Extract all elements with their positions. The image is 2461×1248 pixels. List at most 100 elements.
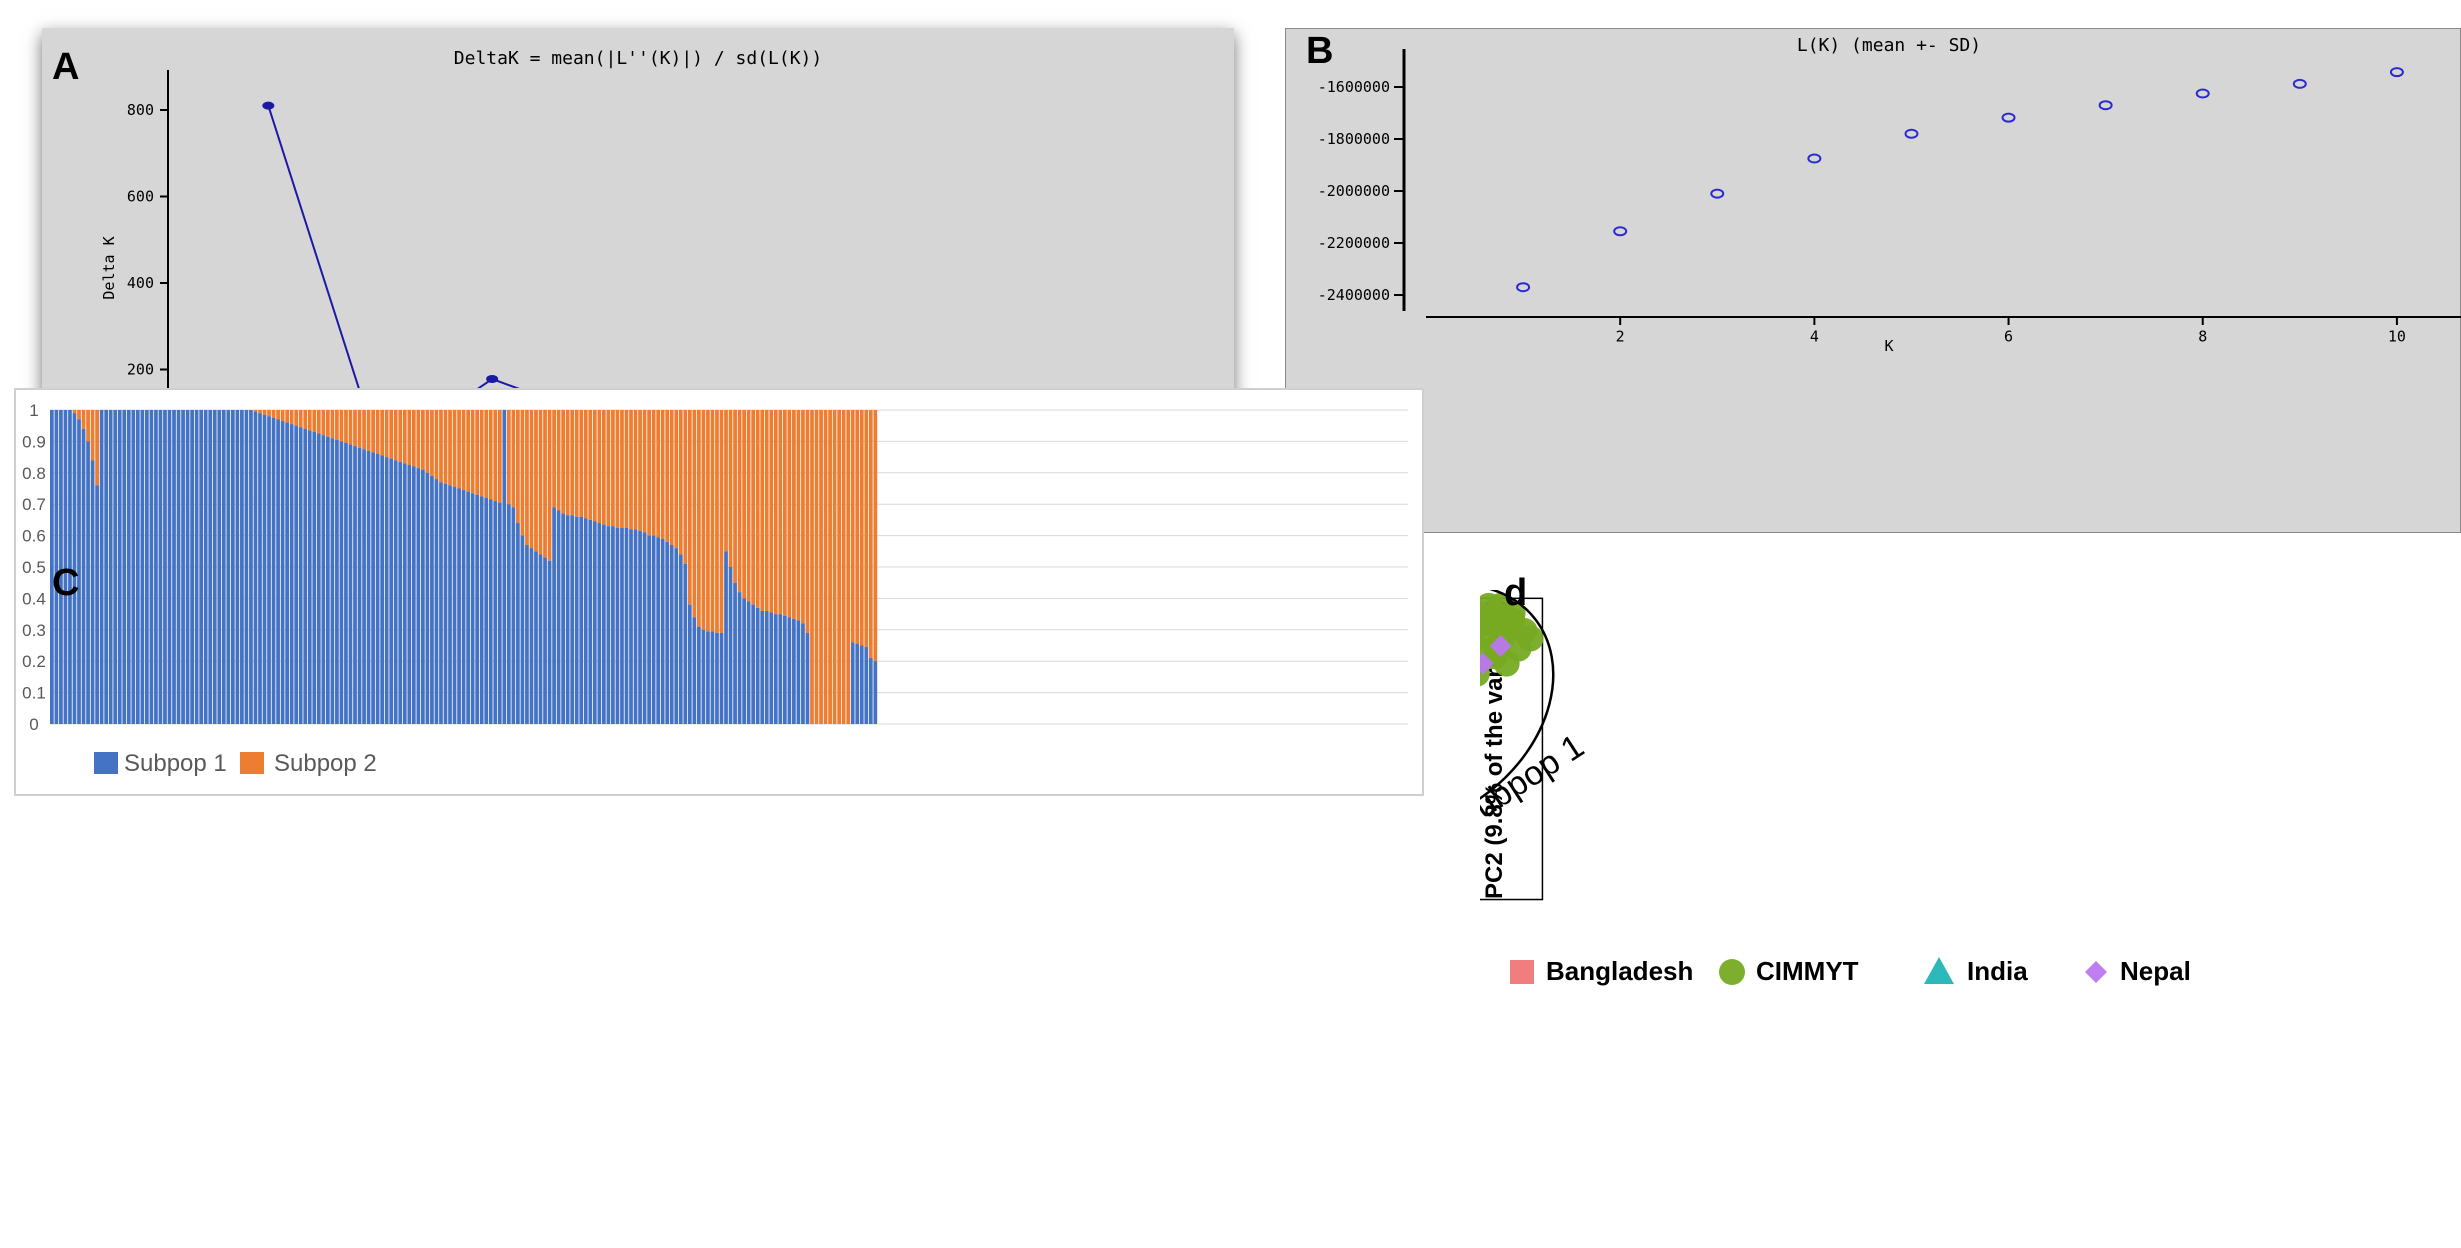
bar-subpop2	[344, 410, 348, 443]
bar-subpop1	[470, 493, 475, 724]
bar-subpop2	[651, 410, 656, 536]
bar-subpop1	[778, 614, 783, 724]
chart-title: L(K) (mean +- SD)	[1797, 35, 1981, 56]
x-tick-label: 6	[2004, 328, 2013, 346]
panel-c: 0 0.1 0.2 0.3 0.4 0.5 0.6 0.7 0.8 0.9 1 Subpop 1 Sub…	[14, 388, 1424, 796]
bar-subpop1	[855, 643, 860, 724]
bar-subpop2	[479, 410, 484, 497]
bar-subpop2	[81, 410, 86, 429]
bar-subpop2	[534, 410, 538, 552]
pca-scatter: 250-25-50-75-40-20020PC1 (6.98% of the v…	[962, 583, 2191, 986]
bar-subpop2	[493, 410, 498, 502]
bar-subpop1	[583, 518, 588, 724]
bar-subpop1	[172, 410, 176, 724]
bar-subpop1	[411, 466, 416, 724]
bar-subpop1	[77, 419, 81, 724]
bar-subpop1	[692, 617, 697, 724]
bar-subpop2	[719, 410, 724, 633]
bar-subpop1	[597, 523, 602, 724]
bar-subpop1	[864, 647, 869, 724]
bar-subpop1	[344, 442, 348, 724]
panel-b: L(K) (mean +- SD) -2400000 -2200000 -200000…	[1285, 28, 2461, 533]
bar-subpop1	[547, 560, 552, 724]
bar-subpop1	[764, 610, 769, 724]
bar-subpop2	[746, 410, 751, 602]
bar-subpop1	[158, 410, 163, 724]
bar-subpop2	[823, 410, 828, 724]
bar-subpop2	[642, 410, 647, 533]
bar-subpop2	[506, 410, 511, 505]
bar-subpop1	[710, 631, 715, 724]
bar-subpop1	[687, 604, 692, 724]
bar-subpop1	[651, 535, 656, 724]
bar-subpop1	[439, 482, 443, 724]
bar-subpop2	[828, 410, 832, 724]
bar-subpop1	[167, 410, 172, 724]
bar-subpop2	[873, 410, 878, 662]
bar-subpop2	[407, 410, 412, 465]
bar-subpop1	[588, 519, 593, 724]
legend-swatch-subpop1	[94, 752, 118, 774]
bar-subpop1	[448, 485, 452, 724]
bar-subpop1	[624, 527, 629, 724]
bar-subpop2	[267, 410, 271, 417]
bar-subpop2	[606, 410, 611, 527]
bar-subpop1	[525, 545, 529, 724]
bar-subpop2	[95, 410, 99, 486]
bar-subpop1	[620, 527, 624, 724]
bar-subpop1	[556, 510, 561, 724]
bar-subpop1	[59, 410, 63, 724]
bar-subpop2	[656, 410, 661, 538]
bar-subpop2	[647, 410, 651, 536]
bar-subpop2	[330, 410, 335, 439]
bar-subpop1	[393, 460, 398, 724]
bar-subpop2	[443, 410, 448, 484]
bar-subpop1	[226, 410, 231, 724]
legend-marker-india	[1924, 957, 1954, 984]
bar-subpop2	[846, 410, 851, 724]
bar-subpop2	[733, 410, 737, 583]
bar-subpop1	[868, 658, 873, 724]
bar-subpop2	[90, 410, 95, 461]
bar-subpop2	[592, 410, 597, 522]
bar-subpop1	[276, 419, 280, 724]
x-axis-title: K	[1884, 337, 1893, 355]
bar-subpop2	[692, 410, 697, 618]
bar-subpop2	[624, 410, 629, 528]
bar-subpop2	[665, 410, 670, 542]
data-point	[1516, 282, 1531, 293]
bar-subpop1	[104, 410, 109, 724]
bar-subpop2	[294, 410, 299, 426]
bar-subpop2	[814, 410, 819, 724]
bar-subpop1	[348, 444, 353, 724]
bar-subpop1	[796, 620, 801, 724]
bar-subpop1	[122, 410, 127, 724]
bar-subpop2	[416, 410, 421, 469]
lk-chart: L(K) (mean +- SD) -2400000 -2200000 -200000…	[1318, 35, 2461, 355]
bar-subpop1	[678, 554, 683, 724]
bar-subpop1	[303, 428, 308, 724]
bar-subpop2	[430, 410, 434, 476]
bar-subpop1	[99, 410, 104, 724]
bar-subpop2	[425, 410, 430, 473]
bar-subpop2	[633, 410, 638, 530]
bar-subpop1	[95, 485, 99, 724]
bar-subpop1	[126, 410, 131, 724]
bar-subpop2	[543, 410, 547, 558]
bar-subpop2	[837, 410, 842, 724]
bar-subpop1	[68, 410, 72, 724]
bar-subpop1	[357, 447, 362, 724]
bar-subpop1	[86, 441, 90, 724]
bar-subpop1	[633, 529, 638, 724]
bar-subpop2	[819, 410, 823, 724]
bar-subpop2	[706, 410, 710, 632]
bar-subpop1	[466, 491, 470, 724]
bar-subpop2	[348, 410, 353, 445]
bar-subpop2	[579, 410, 584, 517]
bar-subpop2	[620, 410, 624, 528]
bar-subpop1	[135, 410, 140, 724]
bar-subpop2	[285, 410, 290, 423]
bar-subpop2	[375, 410, 380, 454]
legend-label-india: India	[1967, 956, 2028, 986]
data-point	[1613, 226, 1628, 237]
